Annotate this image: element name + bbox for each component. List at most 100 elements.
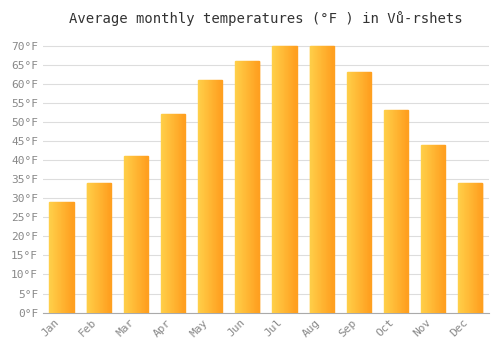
Bar bbox=[359, 72, 360, 313]
Bar bbox=[105, 183, 106, 313]
Bar bbox=[62, 202, 63, 313]
Bar bbox=[387, 111, 388, 313]
Bar bbox=[432, 145, 433, 313]
Bar bbox=[438, 145, 439, 313]
Bar bbox=[140, 156, 141, 313]
Bar bbox=[199, 80, 200, 313]
Bar bbox=[51, 202, 52, 313]
Bar bbox=[143, 156, 144, 313]
Bar bbox=[130, 156, 131, 313]
Bar bbox=[282, 46, 283, 313]
Bar bbox=[468, 183, 469, 313]
Bar bbox=[475, 183, 476, 313]
Bar bbox=[174, 114, 176, 313]
Bar bbox=[428, 145, 429, 313]
Bar bbox=[474, 183, 475, 313]
Bar bbox=[276, 46, 278, 313]
Bar bbox=[248, 61, 249, 313]
Bar bbox=[472, 183, 474, 313]
Bar bbox=[200, 80, 202, 313]
Bar bbox=[168, 114, 169, 313]
Bar bbox=[394, 111, 395, 313]
Bar bbox=[244, 61, 245, 313]
Bar bbox=[93, 183, 94, 313]
Bar bbox=[142, 156, 143, 313]
Bar bbox=[398, 111, 399, 313]
Bar bbox=[138, 156, 139, 313]
Bar bbox=[109, 183, 110, 313]
Bar bbox=[288, 46, 290, 313]
Bar bbox=[311, 46, 312, 313]
Bar bbox=[402, 111, 403, 313]
Bar bbox=[249, 61, 250, 313]
Bar bbox=[352, 72, 353, 313]
Bar bbox=[246, 61, 248, 313]
Bar bbox=[65, 202, 66, 313]
Bar bbox=[219, 80, 220, 313]
Bar bbox=[403, 111, 404, 313]
Bar bbox=[478, 183, 479, 313]
Bar bbox=[284, 46, 286, 313]
Bar bbox=[395, 111, 396, 313]
Bar bbox=[126, 156, 127, 313]
Bar bbox=[182, 114, 184, 313]
Bar bbox=[86, 183, 88, 313]
Bar bbox=[442, 145, 443, 313]
Bar bbox=[253, 61, 254, 313]
Bar bbox=[290, 46, 291, 313]
Bar bbox=[396, 111, 397, 313]
Bar bbox=[165, 114, 166, 313]
Bar bbox=[70, 202, 71, 313]
Bar bbox=[220, 80, 222, 313]
Bar bbox=[348, 72, 349, 313]
Bar bbox=[136, 156, 138, 313]
Bar bbox=[128, 156, 130, 313]
Bar bbox=[349, 72, 350, 313]
Bar bbox=[368, 72, 370, 313]
Bar bbox=[356, 72, 357, 313]
Bar bbox=[236, 61, 237, 313]
Bar bbox=[310, 46, 311, 313]
Bar bbox=[107, 183, 108, 313]
Bar bbox=[59, 202, 60, 313]
Bar bbox=[435, 145, 436, 313]
Bar bbox=[124, 156, 126, 313]
Bar bbox=[50, 202, 51, 313]
Bar bbox=[55, 202, 56, 313]
Bar bbox=[258, 61, 260, 313]
Bar bbox=[347, 72, 348, 313]
Bar bbox=[316, 46, 317, 313]
Bar bbox=[240, 61, 241, 313]
Bar bbox=[429, 145, 430, 313]
Bar bbox=[364, 72, 366, 313]
Bar bbox=[73, 202, 74, 313]
Bar bbox=[295, 46, 296, 313]
Bar bbox=[60, 202, 62, 313]
Bar bbox=[88, 183, 89, 313]
Bar bbox=[274, 46, 275, 313]
Bar bbox=[426, 145, 428, 313]
Bar bbox=[63, 202, 64, 313]
Bar bbox=[357, 72, 358, 313]
Bar bbox=[392, 111, 393, 313]
Bar bbox=[71, 202, 72, 313]
Bar bbox=[216, 80, 218, 313]
Bar bbox=[386, 111, 387, 313]
Bar bbox=[204, 80, 206, 313]
Bar bbox=[56, 202, 58, 313]
Bar bbox=[180, 114, 181, 313]
Bar bbox=[437, 145, 438, 313]
Bar bbox=[318, 46, 320, 313]
Bar bbox=[110, 183, 111, 313]
Bar bbox=[102, 183, 104, 313]
Bar bbox=[161, 114, 162, 313]
Bar bbox=[52, 202, 54, 313]
Bar bbox=[462, 183, 463, 313]
Bar bbox=[218, 80, 219, 313]
Bar bbox=[176, 114, 177, 313]
Bar bbox=[477, 183, 478, 313]
Bar bbox=[441, 145, 442, 313]
Bar bbox=[332, 46, 333, 313]
Bar bbox=[404, 111, 405, 313]
Bar bbox=[328, 46, 329, 313]
